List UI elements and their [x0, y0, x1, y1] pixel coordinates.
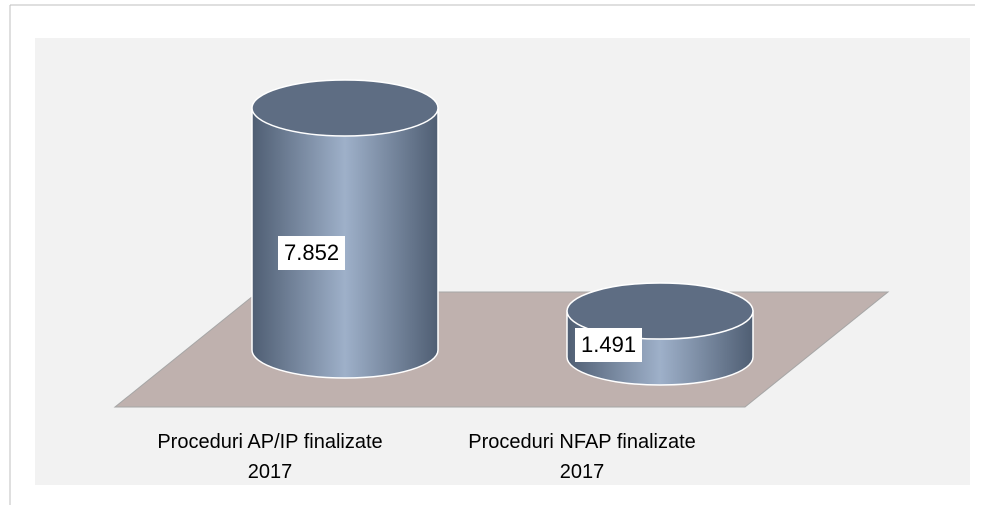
plot-area — [35, 38, 970, 485]
value-label: 7.852 — [278, 236, 346, 270]
cylinder — [251, 79, 439, 379]
x-tick-label: Proceduri NFAP finalizate 2017 — [468, 431, 696, 483]
value-label: 1.491 — [575, 328, 643, 363]
x-tick-label: Proceduri AP/IP finalizate 2017 — [157, 431, 383, 483]
cylinder-top — [251, 79, 439, 137]
cylinder-top — [566, 282, 754, 340]
